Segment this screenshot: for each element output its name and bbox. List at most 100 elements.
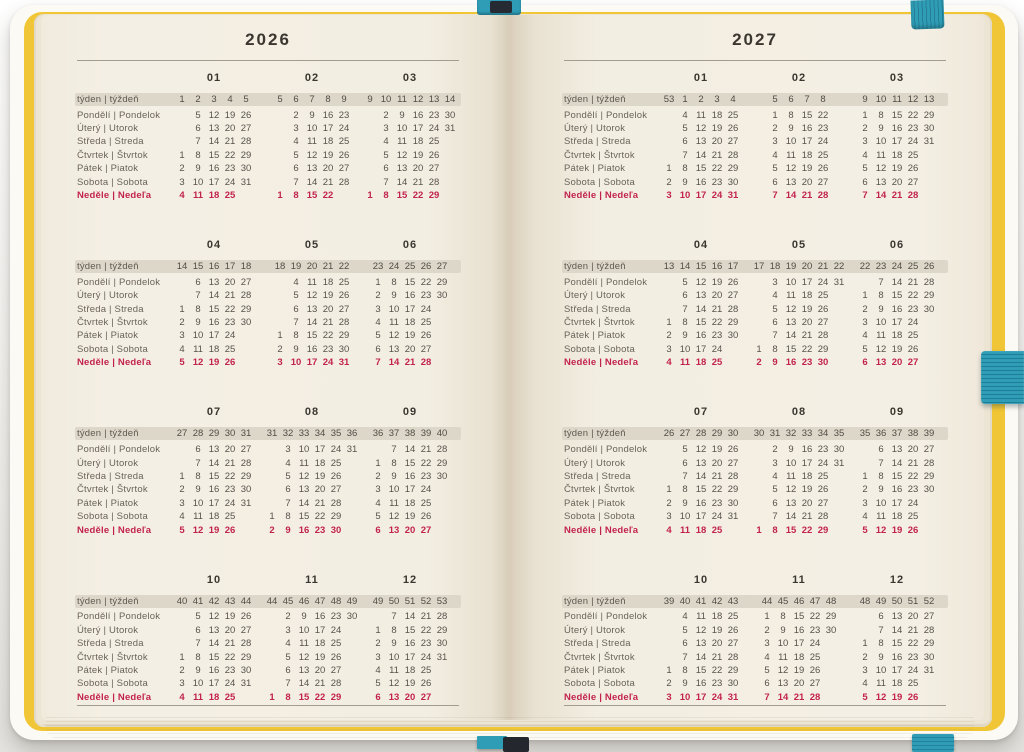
date-cell: 11 bbox=[397, 136, 407, 148]
month-column: 2 9 16 23 30 bbox=[263, 344, 361, 355]
date-cell: 6 bbox=[772, 497, 778, 509]
month-number: 10 bbox=[206, 573, 222, 586]
date-cell: 12 bbox=[875, 691, 887, 703]
date-cell: 31 bbox=[727, 190, 739, 202]
date-cell: 21 bbox=[711, 470, 723, 482]
date-cell bbox=[921, 498, 937, 509]
date-cell bbox=[751, 471, 767, 482]
date-cell: 13 bbox=[208, 444, 220, 456]
month-column: 31 32 33 34 35 36 bbox=[263, 428, 361, 439]
date-cell: 6 bbox=[682, 638, 688, 650]
day-name-label: Úterý | Utorok bbox=[77, 624, 139, 636]
month-column: 4 11 18 25 bbox=[750, 290, 848, 301]
date-cell: 25 bbox=[809, 651, 821, 663]
date-cell: 10 bbox=[785, 136, 797, 148]
date-cell bbox=[174, 625, 190, 636]
date-cell: 9 bbox=[772, 357, 778, 369]
date-cell: 6 bbox=[383, 163, 389, 175]
month-column: 7 14 21 28 bbox=[165, 458, 263, 469]
date-cell: 31 bbox=[833, 276, 845, 288]
date-cell: 19 bbox=[801, 303, 813, 315]
month-column: 4 11 18 25 bbox=[652, 611, 750, 622]
date-cell bbox=[362, 110, 378, 121]
month-column: 1 8 15 22 29 bbox=[165, 304, 263, 315]
week-number: 35 bbox=[833, 428, 845, 440]
day-name-label: Pátek | Piatok bbox=[77, 497, 139, 509]
date-cell: 18 bbox=[801, 470, 813, 482]
date-cell: 25 bbox=[428, 136, 440, 148]
date-cell: 31 bbox=[727, 691, 739, 703]
weekday-row: Sobota | Sobota 2 9 16 23 30 6 13 20 27 6 13 20 27 bbox=[562, 175, 948, 188]
date-cell: 10 bbox=[875, 317, 887, 329]
date-cell: 9 bbox=[788, 444, 794, 456]
date-cell bbox=[921, 525, 937, 536]
date-cell bbox=[661, 304, 677, 315]
week-number: 18 bbox=[769, 261, 781, 273]
month-column: 6 13 20 27 bbox=[165, 277, 263, 288]
date-cell: 16 bbox=[298, 524, 310, 536]
week-number: 4 bbox=[227, 94, 233, 105]
week-number: 19 bbox=[290, 261, 302, 273]
month-column: 6 13 20 27 bbox=[848, 177, 946, 188]
date-cell: 17 bbox=[208, 678, 220, 690]
date-cell bbox=[831, 344, 847, 355]
week-row-label: týden | týždeň bbox=[77, 595, 139, 607]
weekday-row: Neděle | Nedeľa 5 12 19 26 2 9 16 23 30 6 13 20 27 bbox=[75, 523, 461, 536]
date-cell: 17 bbox=[801, 136, 813, 148]
date-cell: 31 bbox=[240, 176, 252, 188]
date-cell bbox=[751, 511, 767, 522]
date-cell: 1 bbox=[862, 109, 868, 121]
date-cell: 9 bbox=[195, 163, 201, 175]
date-cell: 2 bbox=[862, 123, 868, 135]
month-column: 27 28 29 30 31 bbox=[165, 428, 263, 439]
date-cell: 19 bbox=[224, 611, 236, 623]
month-column: 7 14 21 28 bbox=[652, 304, 750, 315]
date-cell: 22 bbox=[322, 190, 334, 202]
date-cell: 26 bbox=[727, 624, 739, 636]
month-column: 5 12 19 26 bbox=[750, 484, 848, 495]
weekday-row: Středa | Streda 7 14 21 28 4 11 18 25 4 11 18 25 bbox=[75, 135, 461, 148]
date-cell: 22 bbox=[420, 457, 432, 469]
date-cell bbox=[264, 652, 280, 663]
date-cell: 27 bbox=[420, 524, 432, 536]
date-cell: 10 bbox=[875, 136, 887, 148]
month-column: 39 40 41 42 43 bbox=[652, 596, 750, 607]
date-cell: 7 bbox=[764, 691, 770, 703]
date-cell: 4 bbox=[764, 651, 770, 663]
month-column: 5 12 19 26 bbox=[263, 471, 361, 482]
date-cell: 4 bbox=[293, 136, 299, 148]
date-cell: 17 bbox=[314, 624, 326, 636]
week-number: 12 bbox=[412, 94, 424, 105]
date-cell: 27 bbox=[330, 664, 342, 676]
date-cell bbox=[434, 357, 450, 368]
month-column: 6 13 20 27 bbox=[652, 136, 750, 147]
date-cell: 8 bbox=[878, 470, 884, 482]
month-column: 22 23 24 25 26 bbox=[848, 261, 946, 272]
date-cell: 5 bbox=[682, 123, 688, 135]
day-name-label: Pátek | Piatok bbox=[564, 664, 626, 676]
date-cell: 10 bbox=[875, 497, 887, 509]
date-cell bbox=[344, 638, 360, 649]
date-cell: 30 bbox=[444, 109, 456, 121]
date-cell bbox=[857, 625, 873, 636]
date-cell: 16 bbox=[793, 624, 805, 636]
date-cell: 20 bbox=[314, 484, 326, 496]
date-cell: 19 bbox=[801, 484, 813, 496]
date-cell: 9 bbox=[293, 343, 299, 355]
month-headers: 04 05 06 bbox=[75, 239, 461, 252]
month-column: 5 12 19 26 bbox=[361, 678, 459, 689]
month-column: 1 8 15 22 29 bbox=[848, 638, 946, 649]
weekday-row: Středa | Streda 7 14 21 28 4 11 18 25 2 9 16 23 30 bbox=[75, 637, 461, 650]
date-cell: 22 bbox=[224, 470, 236, 482]
month-column: 7 14 21 28 bbox=[750, 330, 848, 341]
date-cell: 30 bbox=[436, 290, 448, 302]
month-column: 6 13 20 27 bbox=[652, 290, 750, 301]
date-cell: 6 bbox=[375, 343, 381, 355]
month-column: 7 14 21 28 bbox=[848, 190, 946, 201]
month-headers: 04 05 06 bbox=[562, 239, 948, 252]
date-cell: 26 bbox=[240, 109, 252, 121]
date-cell: 21 bbox=[711, 651, 723, 663]
date-cell bbox=[442, 136, 458, 147]
weekday-row: Úterý | Utorok 5 12 19 26 2 9 16 23 30 7 14 21 28 bbox=[562, 624, 948, 637]
month-column: 6 13 20 27 bbox=[750, 317, 848, 328]
